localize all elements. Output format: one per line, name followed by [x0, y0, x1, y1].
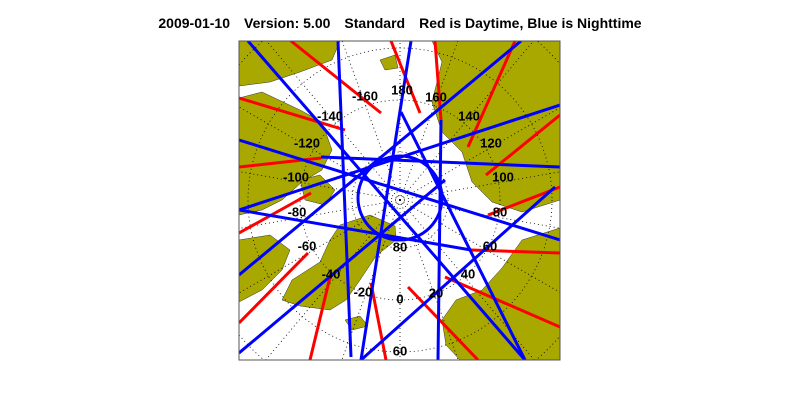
longitude-label: -20 — [354, 284, 373, 299]
nighttime-track — [239, 138, 560, 242]
nighttime-track-envelope — [356, 154, 444, 242]
nighttime-track — [336, 41, 353, 358]
latitude-label: 80 — [393, 239, 407, 254]
plot-title: 2009-01-10 Version: 5.00 Standard Red is Da… — [0, 15, 800, 31]
longitude-label: 0 — [396, 291, 403, 306]
longitude-label: -80 — [288, 204, 307, 219]
day-night-legend: Red is Daytime, Blue is Nighttime — [419, 15, 642, 31]
nighttime-track — [436, 119, 443, 360]
daytime-track — [239, 96, 346, 132]
longitude-label: -40 — [322, 266, 341, 281]
longitude-label: 160 — [425, 89, 447, 104]
nighttime-track — [359, 41, 413, 360]
land-polygon — [239, 41, 341, 87]
meridian-line — [239, 106, 401, 201]
nighttime-track — [399, 111, 527, 360]
longitude-label: 100 — [492, 169, 514, 184]
daytime-track — [239, 156, 322, 169]
longitude-label: 80 — [493, 204, 507, 219]
daytime-track — [239, 191, 312, 235]
longitude-label: 20 — [429, 285, 443, 300]
longitude-label: 60 — [483, 238, 497, 253]
daytime-track — [308, 272, 333, 360]
orbit-tracks — [239, 41, 560, 360]
nighttime-track — [360, 185, 556, 360]
daytime-track — [406, 285, 480, 360]
meridian-line — [399, 41, 534, 201]
meridian-line — [399, 107, 560, 201]
longitude-label: -140 — [317, 108, 343, 123]
land-polygon — [441, 227, 560, 360]
longitude-label: -160 — [352, 88, 378, 103]
longitude-label: -100 — [283, 169, 309, 184]
mode-label: Standard — [344, 15, 406, 31]
daytime-track — [466, 41, 517, 148]
map-frame — [238, 40, 561, 361]
daytime-track — [369, 282, 388, 360]
meridian-line — [399, 41, 459, 201]
meridian-line — [239, 199, 401, 229]
latitude-circle — [239, 41, 559, 359]
version-label: Version: 5.00 — [244, 15, 331, 31]
land-polygon — [379, 54, 399, 71]
nighttime-track — [239, 178, 446, 355]
longitude-label: 140 — [458, 108, 480, 123]
daytime-track — [444, 275, 560, 329]
latitude-label: 60 — [393, 343, 407, 358]
daytime-track — [290, 41, 382, 115]
land-polygon — [239, 234, 291, 303]
meridian-line — [399, 199, 535, 360]
meridian-line — [399, 199, 560, 293]
latitude-circle — [299, 99, 501, 301]
meridian-line — [265, 199, 401, 360]
meridian-line — [239, 171, 401, 201]
longitude-label: -120 — [294, 135, 320, 150]
longitude-label: 180 — [391, 82, 413, 97]
date-label: 2009-01-10 — [158, 15, 231, 31]
longitude-label: -60 — [298, 238, 317, 253]
nighttime-track — [239, 208, 472, 252]
meridian-line — [239, 199, 401, 294]
longitude-label: 40 — [461, 266, 475, 281]
land-polygon — [281, 214, 397, 311]
daytime-track — [239, 251, 310, 325]
longitude-label: 120 — [480, 135, 502, 150]
meridian-line — [266, 41, 401, 201]
